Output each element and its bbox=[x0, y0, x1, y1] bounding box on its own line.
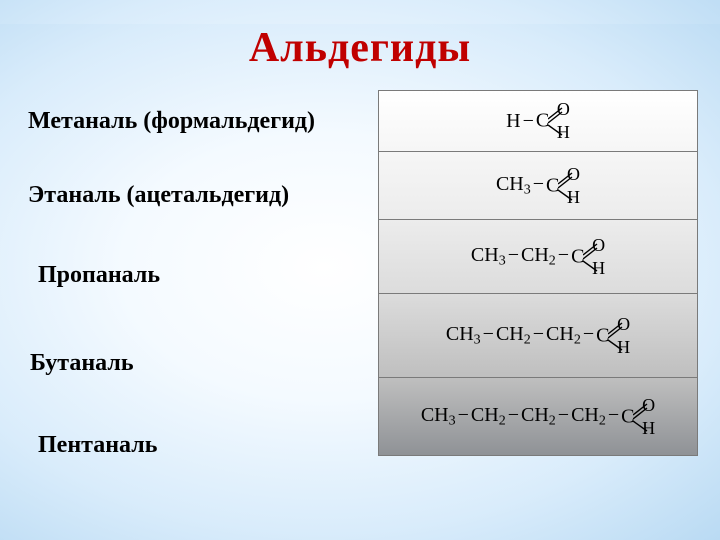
aldehyde-group-icon: COH bbox=[571, 237, 605, 277]
chain-text: CH3− bbox=[496, 174, 546, 198]
page-title: Альдегиды bbox=[0, 24, 720, 72]
formula-cell: H− COH bbox=[378, 90, 698, 152]
aldehyde-name: Бутаналь bbox=[30, 350, 134, 377]
aldehyde-name: Метаналь (формальдегид) bbox=[28, 108, 315, 135]
formula-cell: CH3− COH bbox=[378, 152, 698, 220]
formula-cell: CH3−CH2−CH2− COH bbox=[378, 294, 698, 378]
aldehyde-group-icon: COH bbox=[596, 316, 630, 356]
chain-text: CH3−CH2−CH2− bbox=[446, 324, 596, 348]
chain-text: H− bbox=[506, 111, 536, 131]
aldehyde-name: Этаналь (ацетальдегид) bbox=[28, 182, 289, 209]
aldehyde-group-icon: COH bbox=[621, 397, 655, 437]
formula-table: H− COH CH3− COH CH3−CH2− COH CH3−CH2−CH2… bbox=[378, 90, 698, 456]
aldehyde-group-icon: COH bbox=[536, 101, 570, 141]
formula-cell: CH3−CH2−CH2−CH2− COH bbox=[378, 378, 698, 456]
aldehyde-group-icon: COH bbox=[546, 166, 580, 206]
aldehyde-name: Пентаналь bbox=[38, 432, 157, 459]
chain-text: CH3−CH2−CH2−CH2− bbox=[421, 405, 621, 429]
formula-cell: CH3−CH2− COH bbox=[378, 220, 698, 294]
aldehyde-name: Пропаналь bbox=[38, 262, 160, 289]
chain-text: CH3−CH2− bbox=[471, 245, 571, 269]
